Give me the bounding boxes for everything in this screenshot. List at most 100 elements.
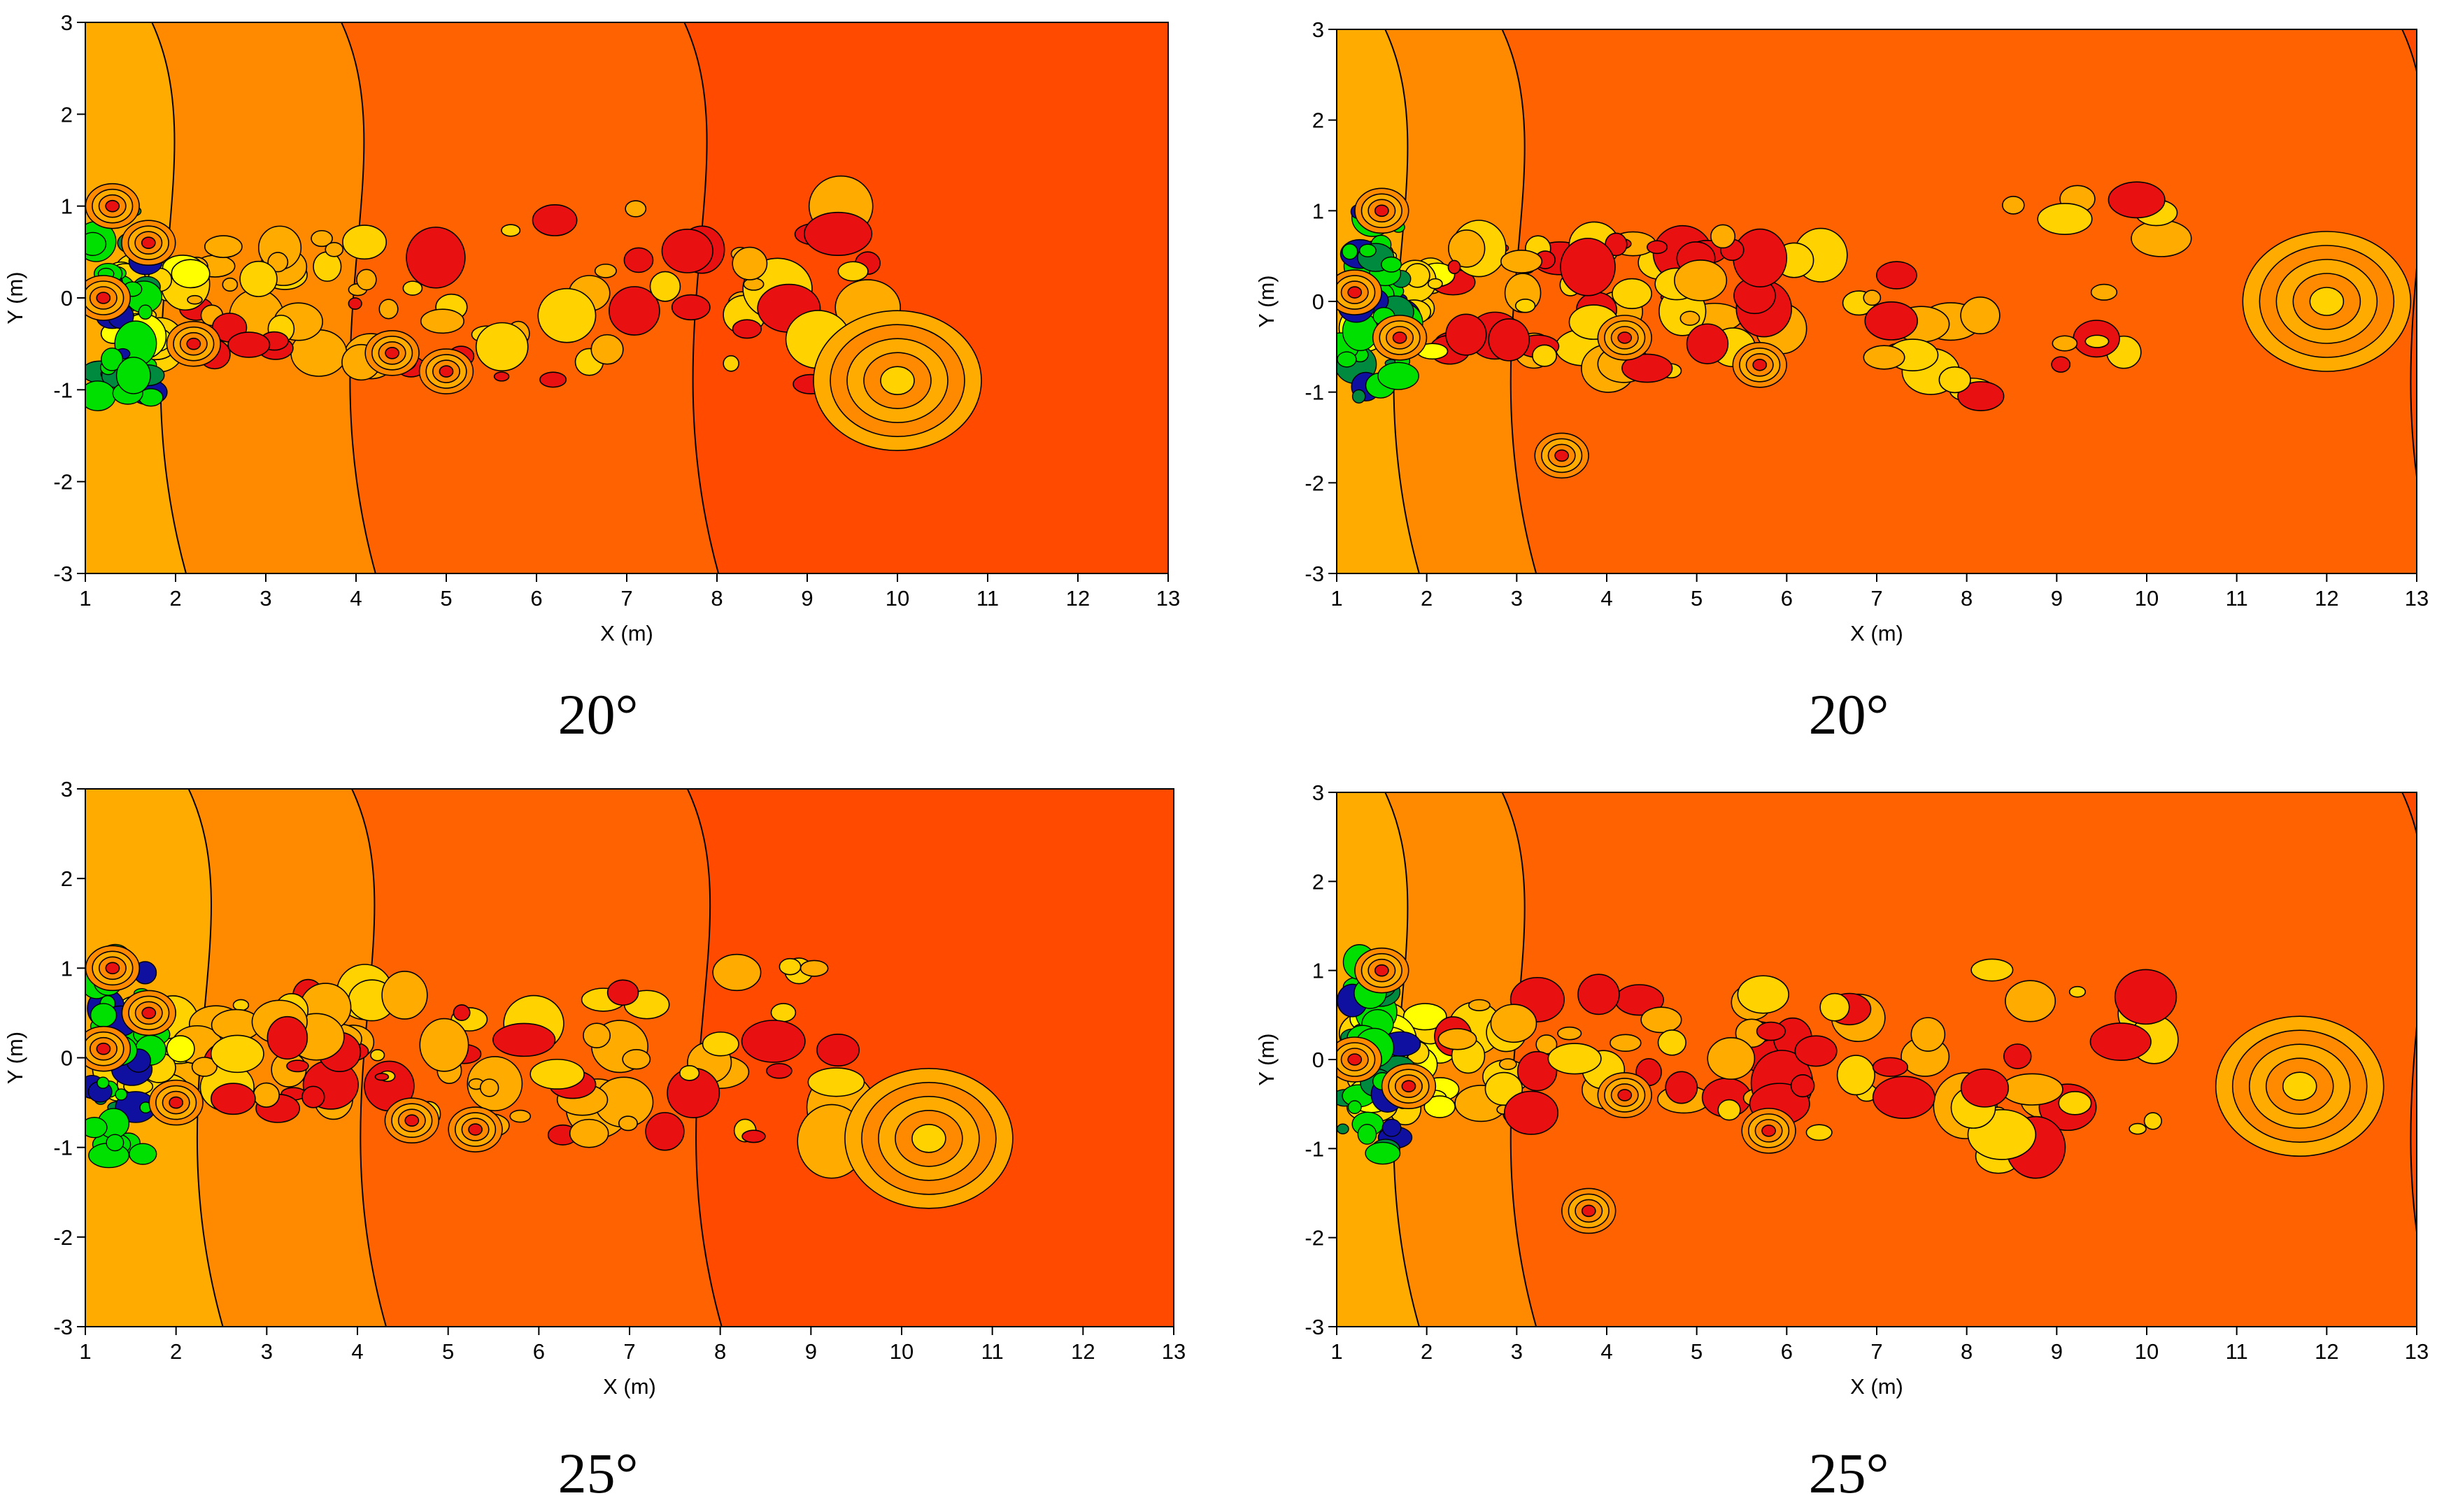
x-tick-label: 1 (1330, 586, 1342, 611)
contour-core-patch (1365, 1141, 1401, 1165)
contour-core-patch (138, 304, 152, 320)
x-tick-label: 9 (2051, 1339, 2063, 1364)
contour-patch (1445, 313, 1487, 356)
x-tick-label: 12 (2315, 1339, 2338, 1364)
contour-patch (622, 1049, 651, 1070)
contour-patch (741, 1129, 766, 1143)
contour-patch (1490, 1004, 1537, 1043)
y-tick-label: -3 (1305, 562, 1324, 586)
y-tick-label: 2 (1312, 869, 1324, 894)
y-axis: -3 -2 -1 0 1 2 3 (1305, 780, 1337, 1339)
vortex-center (448, 1106, 503, 1153)
x-tick-label: 7 (1870, 586, 1882, 611)
contour-patch (1665, 1071, 1698, 1104)
contour-patch (1686, 323, 1729, 364)
contour-patch (378, 299, 399, 320)
x-axis: 1 2 3 4 5 6 7 8 9 10 11 12 13 (79, 1327, 1186, 1364)
contour-patch (532, 204, 578, 236)
contour-patch (1863, 345, 1905, 370)
contour-patch (1423, 1095, 1456, 1118)
contour-patch (370, 1049, 385, 1062)
contour-patch (741, 1020, 806, 1063)
vortex-center (384, 1097, 439, 1144)
contour-patch (475, 322, 529, 372)
vortex-center (121, 990, 176, 1036)
y-tick-label: -1 (53, 1136, 73, 1160)
contour-patch (1657, 1029, 1686, 1056)
x-tick-label: 13 (1156, 586, 1180, 611)
x-tick-label: 4 (350, 586, 362, 611)
contour-patch (702, 1031, 739, 1057)
contour-patch (679, 1065, 700, 1081)
contour-patch (2129, 1122, 2147, 1135)
y-tick-label: -3 (1305, 1315, 1324, 1339)
contour-patch (2108, 181, 2166, 219)
vortex-center (844, 1068, 1014, 1209)
vortex-center (1732, 341, 1787, 388)
contour-patch (1960, 297, 2001, 335)
y-tick-label: -3 (53, 562, 73, 586)
contour-core-patch (1351, 389, 1366, 404)
panel-b-caption: 20° (1808, 683, 1889, 746)
contour-core-patch (1337, 1123, 1349, 1134)
contour-patch (1805, 1124, 1833, 1141)
y-tick-label: 3 (61, 10, 73, 35)
x-tick-label: 3 (260, 586, 271, 611)
vortex-center (1337, 269, 1382, 315)
x-axis: 1 2 3 4 5 6 7 8 9 10 11 12 13 (79, 573, 1180, 611)
contour-patch (2058, 1091, 2092, 1115)
vortex-center (1561, 1188, 1617, 1234)
vortex-center (813, 310, 982, 452)
x-tick-label: 4 (1600, 586, 1612, 611)
x-tick-label: 4 (351, 1339, 363, 1364)
x-axis: 1 2 3 4 5 6 7 8 9 10 11 12 13 (1330, 573, 2429, 611)
contour-patch (171, 259, 211, 289)
x-tick-label: 6 (533, 1339, 545, 1364)
y-tick-label: 2 (61, 102, 73, 127)
contour-patch (1610, 1034, 1642, 1053)
y-tick-label: -2 (1305, 1226, 1324, 1250)
contour-patch (530, 1058, 585, 1090)
contour-patch (1836, 1055, 1875, 1096)
contour-patch (2001, 1073, 2063, 1106)
y-tick-label: 2 (1312, 108, 1324, 133)
x-tick-label: 11 (2226, 586, 2248, 611)
x-tick-label: 2 (170, 1339, 182, 1364)
contour-field (1337, 29, 2417, 573)
x-tick-label: 12 (1071, 1339, 1095, 1364)
contour-patch (1532, 344, 1558, 367)
contour-patch (1488, 318, 1530, 362)
contour-patch (1710, 224, 1736, 249)
x-tick-label: 2 (1421, 586, 1433, 611)
contour-patch (232, 999, 250, 1011)
vortex-center (85, 183, 140, 229)
contour-patch (187, 294, 203, 305)
vortex-center (2215, 1015, 2385, 1157)
x-tick-label: 12 (1066, 586, 1090, 611)
contour-patch (1737, 975, 1789, 1014)
contour-patch (606, 979, 639, 1006)
y-tick-label: -2 (53, 470, 73, 494)
contour-patch (239, 260, 278, 297)
contour-core-patch (115, 1088, 128, 1101)
contour-patch (2084, 334, 2110, 348)
contour-patch (1733, 228, 1788, 288)
contour-panel-a: 1 2 3 4 5 6 7 8 9 10 11 12 13 -3 -2 -1 0 1 2 3 X (m) Y (m) 20… (0, 0, 1217, 746)
contour-patch (2005, 980, 2056, 1022)
contour-patch (211, 1083, 256, 1115)
x-tick-label: 10 (2135, 1339, 2159, 1364)
y-axis-label: Y (m) (1254, 1033, 1279, 1085)
contour-patch (286, 1060, 309, 1073)
x-tick-label: 1 (1330, 1339, 1342, 1364)
contour-patch (374, 1073, 390, 1081)
contour-patch (509, 1109, 532, 1123)
x-tick-label: 8 (1961, 1339, 1973, 1364)
vortex-center (418, 348, 474, 394)
contour-patch (1557, 1026, 1582, 1041)
contour-patch (2089, 1022, 2152, 1061)
x-tick-label: 7 (1870, 1339, 1882, 1364)
contour-patch (267, 252, 289, 273)
y-tick-label: 1 (61, 194, 73, 219)
contour-patch (493, 371, 510, 382)
